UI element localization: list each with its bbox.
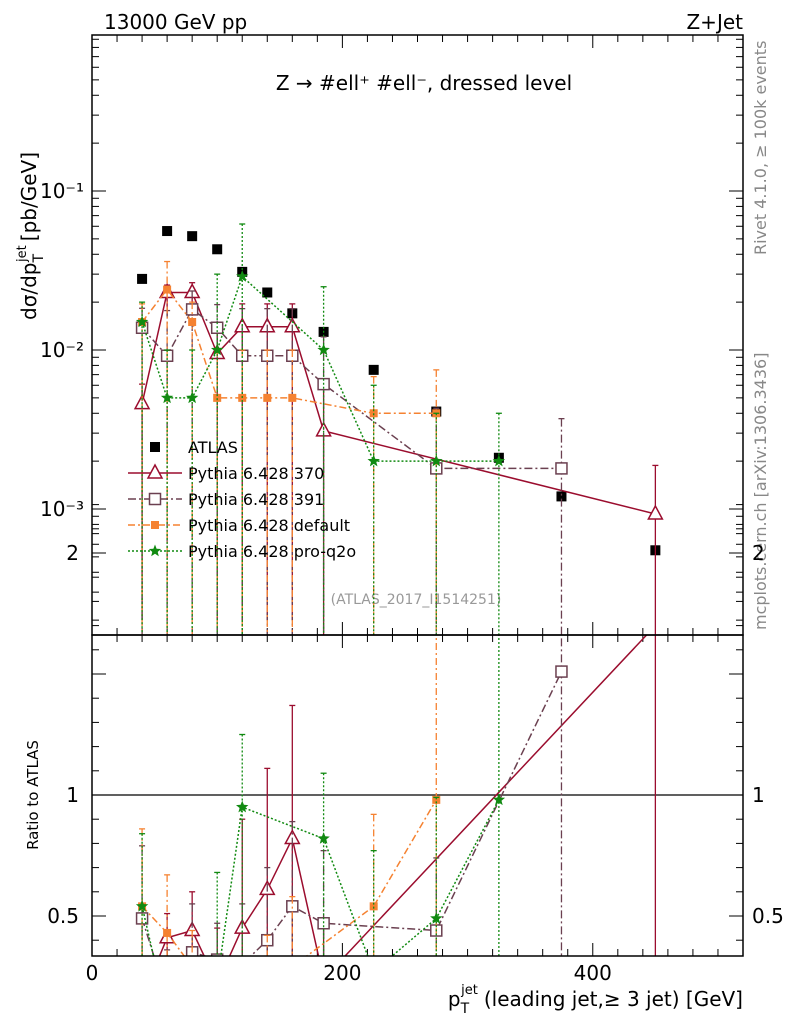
legend-label: Pythia 6.428 default <box>188 516 350 535</box>
y-label-sup: jet <box>15 245 30 263</box>
main-data-layer <box>133 223 664 635</box>
y-tick-label: 10⁻¹ <box>40 179 84 203</box>
ratio-pythia-6-428-370-line <box>158 635 648 956</box>
main-pythia-6-428-default-point <box>263 393 272 402</box>
x-axis-label: pTjet (leading jet,≥ 3 jet) [GeV] <box>448 983 743 1017</box>
ratio-pythia-6-428-370-point <box>135 990 149 1003</box>
ratio-y-tick-label: 0.5 <box>47 904 79 928</box>
ratio-y-axis-label: Ratio to ATLAS <box>24 740 42 850</box>
main-pythia-6-428-370-point <box>647 504 664 520</box>
ratio-pythia-6-428-default-point <box>213 1004 221 1012</box>
chart-title: Z → #ell⁺ #ell⁻, dressed level <box>276 71 572 95</box>
ratio-pythia-6-428-pro-q2o-line <box>141 799 500 956</box>
legend-label: Pythia 6.428 391 <box>188 490 324 509</box>
ratio-pythia-6-428-default-point <box>288 963 296 971</box>
ratio-data-layer <box>135 635 657 1021</box>
ratio-pythia-6-428-default-point <box>369 902 378 911</box>
ratio-pythia-6-428-default-point <box>432 795 441 804</box>
ratio-pythia-6-428-pro-q2o-point <box>492 793 506 806</box>
y-tick-label: 10⁻³ <box>40 497 84 521</box>
legend-label: ATLAS <box>188 438 238 457</box>
x-tick-label: 200 <box>323 961 361 985</box>
ratio-pythia-6-428-default-point <box>238 994 246 1002</box>
ratio-panel-frame <box>91 634 744 957</box>
main-pythia-6-428-default-point <box>213 393 222 402</box>
ratio-pythia-6-428-pro-q2o-point <box>317 832 330 844</box>
main-pythia-6-428-pro-q2o-point <box>317 343 330 356</box>
main-atlas-point <box>162 226 173 237</box>
x-label-main: p <box>448 987 461 1011</box>
main-atlas-point <box>212 244 223 255</box>
x-label-sup: jet <box>460 983 478 998</box>
main-atlas-point <box>368 364 379 375</box>
main-pythia-6-428-pro-q2o-point <box>211 343 224 356</box>
main-atlas-point <box>262 287 273 298</box>
legend-marker <box>146 463 164 479</box>
energy-label: 13000 GeV pp <box>104 10 247 34</box>
main-pythia-6-428-pro-q2o-point <box>367 454 380 467</box>
analysis-id: (ATLAS_2017_I1514251) <box>331 592 502 608</box>
ratio-pythia-6-428-391-point <box>555 665 568 678</box>
main-y-axis-label: dσ/dpTjet [pb/GeV] <box>15 152 47 320</box>
ratio-pythia-6-428-default-line <box>141 799 437 956</box>
x-label-rest: (leading jet,≥ 3 jet) [GeV] <box>484 987 743 1011</box>
axes-layer: 0 200 400 10⁻³ 10⁻² 10⁻¹ 0.5 0.5 1 1 2 2 <box>40 35 784 985</box>
ratio-pythia-6-428-391-line <box>141 671 563 956</box>
y-label-sub: T <box>31 254 47 264</box>
legend: ATLAS Pythia 6.428 370 Pythia 6.428 391 Pyt… <box>128 438 356 561</box>
main-pythia-6-428-default-point <box>163 285 172 294</box>
ratio-y-tick-label: 0.5 <box>752 904 784 928</box>
main-pythia-6-428-391-line <box>141 308 562 470</box>
ratio-pythia-6-428-391-point <box>162 993 173 1004</box>
x-tick-label: 400 <box>574 961 612 985</box>
y-label-units: [pb/GeV] <box>17 152 41 241</box>
ratio-pythia-6-428-default-point <box>188 963 196 971</box>
frame-layer <box>91 34 744 957</box>
ratio-y-tick-label: 2 <box>752 541 765 565</box>
main-pythia-6-428-pro-q2o-point <box>492 454 506 467</box>
process-label: Z+Jet <box>686 10 743 34</box>
ratio-y-tick-label: 1 <box>66 783 79 807</box>
legend-label: Pythia 6.428 370 <box>188 464 324 483</box>
main-atlas-point <box>556 491 567 502</box>
legend-marker <box>148 492 162 506</box>
main-pythia-6-428-pro-q2o-point <box>430 454 443 467</box>
rivet-label: Rivet 4.1.0, ≥ 100k events <box>751 41 770 255</box>
ratio-y-tick-label: 2 <box>66 541 79 565</box>
main-pythia-6-428-391-point <box>555 462 568 475</box>
main-pythia-6-428-pro-q2o-point <box>160 391 174 404</box>
ratio-pythia-6-428-pro-q2o-point <box>368 965 380 977</box>
main-atlas-point <box>187 231 198 242</box>
main-pythia-6-428-pro-q2o-point <box>236 270 249 282</box>
main-pythia-6-428-default-point <box>369 409 378 418</box>
ratio-pythia-6-428-pro-q2o-point <box>211 975 223 987</box>
legend-marker <box>148 544 162 557</box>
mcplots-label: mcplots.cern.ch [arXiv:1306.3436] <box>751 353 770 630</box>
legend-marker <box>151 521 159 529</box>
main-pythia-6-428-default-point <box>288 393 297 402</box>
ratio-pythia-6-428-pro-q2o-point <box>186 1006 198 1018</box>
legend-label: Pythia 6.428 pro-q2o <box>188 542 356 561</box>
x-tick-label: 0 <box>86 961 99 985</box>
y-label-main: dσ/dp <box>17 263 41 321</box>
ratio-pythia-6-428-391-point <box>237 959 248 970</box>
ratio-pythia-6-428-pro-q2o-point <box>135 899 149 912</box>
ratio-pythia-6-428-pro-q2o-point <box>430 911 443 924</box>
main-pythia-6-428-pro-q2o-point <box>186 391 199 404</box>
ratio-pythia-6-428-default-point <box>163 928 172 937</box>
ratio-pythia-6-428-default-point <box>263 980 271 988</box>
ratio-pythia-6-428-pro-q2o-point <box>161 1009 173 1021</box>
x-label-sub: T <box>460 1001 470 1017</box>
main-atlas-point <box>137 273 148 284</box>
ratio-pythia-6-428-pro-q2o-point <box>236 800 249 813</box>
main-pythia-6-428-pro-q2o-point <box>135 315 149 328</box>
ratio-y-tick-label: 1 <box>752 783 765 807</box>
main-pythia-6-428-default-point <box>188 318 197 327</box>
ratio-pythia-6-428-370-point <box>210 976 224 989</box>
legend-marker <box>150 442 160 452</box>
y-tick-label: 10⁻² <box>40 338 84 362</box>
